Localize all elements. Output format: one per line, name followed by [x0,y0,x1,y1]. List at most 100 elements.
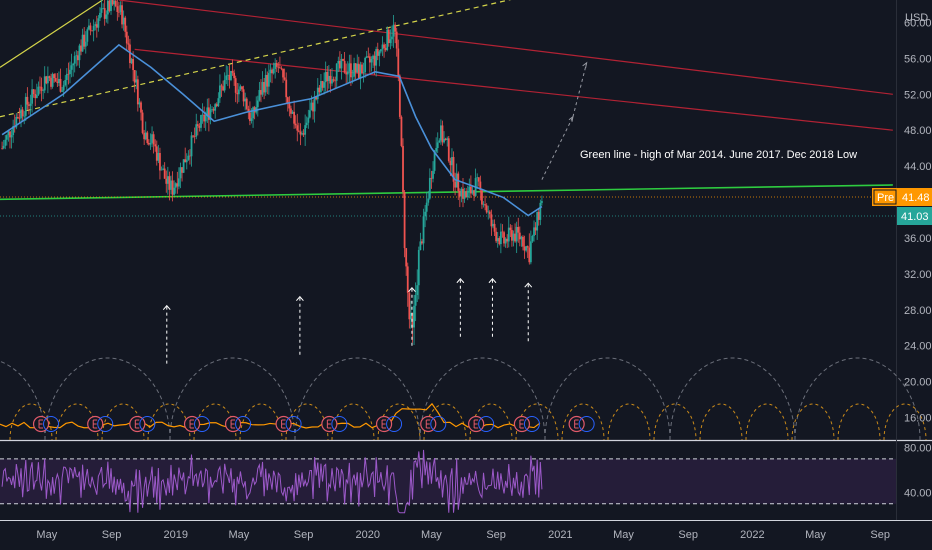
candle-body [226,74,229,76]
candle-body [536,211,539,231]
candle-body [331,79,333,84]
cycle-up-arrowhead [296,295,304,302]
candle-body [108,0,111,11]
candle-body [422,216,425,244]
candle-body [231,70,234,73]
candle-body [189,155,191,157]
candle-body [471,190,474,194]
earnings-markers [32,415,595,433]
currency-label[interactable]: USD [905,12,928,24]
candle-body [335,63,338,81]
candle-body [365,56,368,58]
dividend-marker [97,416,114,432]
last-price-value: 41.03 [901,211,929,223]
cycle-arrows [162,61,588,364]
candle-body [166,176,169,184]
candle-body [514,233,516,242]
projection-arrowhead [568,115,574,122]
projection-arrowhead [582,61,588,68]
candle-body [267,73,270,87]
candle-body [274,63,277,69]
rsi-line [1,449,543,514]
time-tick-label: 2020 [356,529,380,541]
candle-body [326,71,329,82]
candle-body [92,25,95,31]
candle-body [81,34,84,52]
candle-body [206,107,209,115]
candle-body [165,178,168,184]
price-axis[interactable]: 16.0020.0024.0028.0032.0036.0040.0044.00… [904,17,932,424]
candle-body [386,29,389,51]
candle-body [258,90,261,101]
candle-body [130,59,133,64]
time-tick-label: 2022 [740,529,764,541]
candle-body [133,70,136,83]
candle-body [256,100,259,108]
candle-body [241,86,243,90]
time-axis[interactable]: May Sep 2019 May Sep 2020 May Sep 2021 May Sep 2022… [36,529,890,541]
candle-body [316,87,319,100]
earnings-e-glyph [230,419,236,429]
candle-body [421,241,423,244]
candle-body [389,39,392,44]
candle-body [299,131,302,135]
candle-body [219,85,221,99]
candle-body [261,82,264,95]
candle-body [438,140,441,143]
candle-body [293,111,296,124]
candle-body [517,226,520,233]
candle-body [340,59,343,69]
candle-body [207,107,210,120]
candle-body [222,86,224,91]
time-tick-label: 2021 [548,529,572,541]
candle-body [460,188,463,197]
time-tick-label: May [36,529,57,541]
dividend-marker [386,416,403,432]
candle-body [356,63,359,73]
candle-body [321,81,324,88]
candle-body [42,90,45,92]
candle-body [62,85,65,91]
candle-body [400,116,403,146]
rising-trend-line [0,0,103,68]
candle-body [350,63,352,78]
candle-body [163,168,166,179]
candle-body [103,8,106,19]
candle-body [143,132,146,140]
price-tick-label: 48.00 [904,125,932,137]
candle-body [176,183,179,187]
cycle-up-arrowhead [488,277,497,284]
candle-body [285,79,288,98]
candle-body [4,139,7,146]
candle-body [236,92,239,95]
candle-body [58,78,60,84]
candle-body [533,227,535,236]
candle-body [312,102,314,112]
candle-body [146,132,149,143]
candle-body [444,138,447,140]
chart-annotation: Green line - high of Mar 2014. June 2017… [580,149,857,161]
candle-body [348,63,351,72]
candle-body [402,145,404,193]
candle-body [173,187,176,195]
candle-body [245,98,248,109]
candle-body [280,68,283,69]
time-tick-label: Sep [294,529,314,541]
candle-body [397,48,400,76]
candle-body [215,104,218,107]
candle-body [271,69,273,74]
candle-body [414,295,417,306]
candle-body [168,176,171,190]
candle-body [149,142,152,145]
dividend-marker [139,416,156,432]
candle-body [195,124,198,137]
candle-body [337,61,340,64]
candle-body [283,77,286,80]
moving-average-line [1,43,543,217]
candle-body [204,114,207,122]
candle-body [490,214,493,227]
candle-body [239,86,242,90]
time-tick-label: May [613,529,634,541]
cycle-arc [294,357,421,441]
